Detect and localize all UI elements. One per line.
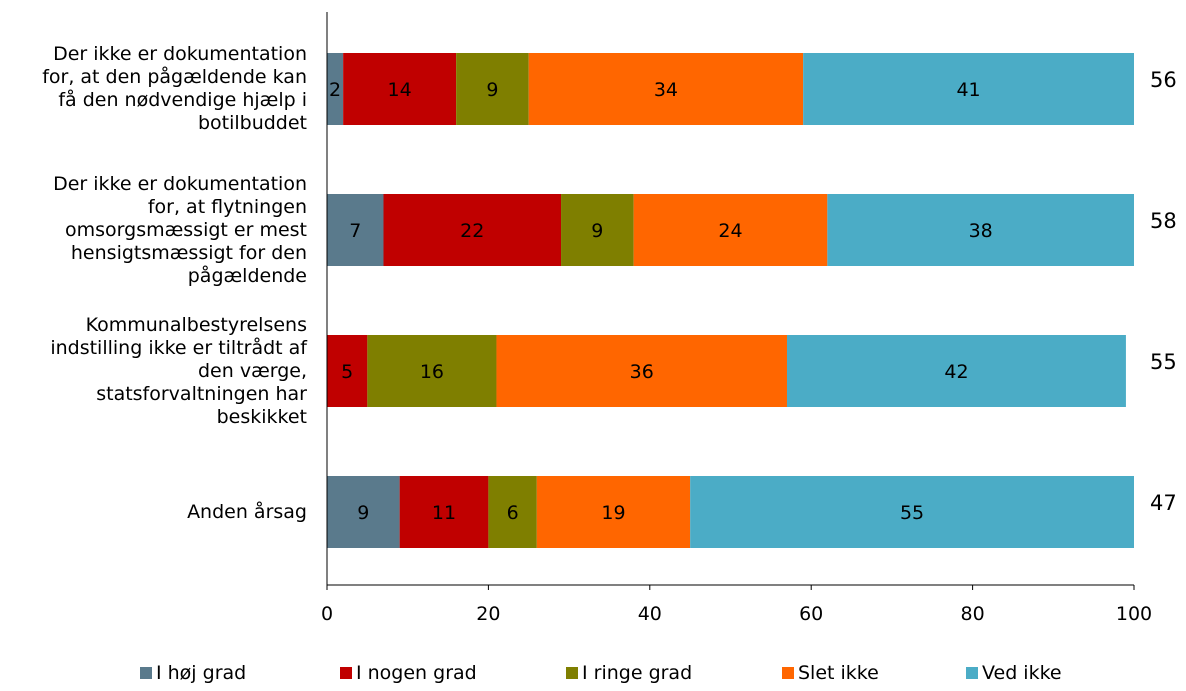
data-label: 7 <box>349 220 361 242</box>
legend-label: I ringe grad <box>582 662 693 684</box>
legend-swatch <box>566 667 578 679</box>
data-label: 11 <box>432 502 456 524</box>
data-label: 55 <box>900 502 924 524</box>
bar-segment <box>827 194 1134 266</box>
data-label: 5 <box>341 361 353 383</box>
category-label: Der ikke er dokumentation for, at den påg… <box>42 43 307 134</box>
legend-item: I nogen grad <box>340 660 477 686</box>
legend-swatch <box>966 667 978 679</box>
data-label: 16 <box>420 361 444 383</box>
x-tick-label: 20 <box>476 603 500 625</box>
bar-segment <box>343 53 457 125</box>
bar-segment <box>399 476 489 548</box>
legend-label: I høj grad <box>156 662 247 684</box>
x-tick-label: 60 <box>799 603 823 625</box>
bar-segment <box>327 476 400 548</box>
category-label: Anden årsag <box>187 500 307 523</box>
bar-segment <box>528 53 804 125</box>
data-label: 38 <box>969 220 993 242</box>
legend-label: Slet ikke <box>798 662 879 684</box>
x-tick-label: 100 <box>1116 603 1152 625</box>
bar-segment <box>456 53 529 125</box>
data-label: 14 <box>388 79 412 101</box>
n-value-label: 47 <box>1150 491 1177 515</box>
legend-label: I nogen grad <box>356 662 477 684</box>
legend-item: Slet ikke <box>782 660 879 686</box>
n-value-label: 56 <box>1150 68 1177 92</box>
bar-segment <box>786 335 1126 407</box>
bar-segment <box>367 335 497 407</box>
category-label: Der ikke er dokumentation for, at flytnin… <box>53 172 307 287</box>
x-tick-label: 40 <box>638 603 662 625</box>
bar-segment <box>327 194 384 266</box>
bar-segment <box>383 194 562 266</box>
data-label: 41 <box>956 79 980 101</box>
data-label: 19 <box>601 502 625 524</box>
bar-segment <box>690 476 1134 548</box>
data-label: 9 <box>486 79 498 101</box>
data-label: 34 <box>654 79 678 101</box>
x-tick-label: 0 <box>321 603 333 625</box>
legend-item: Ved ikke <box>966 660 1062 686</box>
category-label: Kommunalbestyrelsens indstilling ikke er … <box>50 313 307 428</box>
n-value-label: 58 <box>1150 209 1177 233</box>
bars-layer: 2 14 9 34 41 7 22 9 24 38 5 16 36 42 9 11 6 19 55 <box>327 53 1134 548</box>
bar-segment <box>536 476 691 548</box>
bar-segment <box>496 335 787 407</box>
bar-segment <box>488 476 537 548</box>
bar-segment <box>803 53 1134 125</box>
n-value-label: 55 <box>1150 350 1177 374</box>
data-label: 2 <box>329 79 341 101</box>
x-tick-label: 80 <box>961 603 985 625</box>
stacked-bar-chart: 2 14 9 34 41 7 22 9 24 38 5 16 36 42 9 11 6 19 55 0 20 40 60 8… <box>321 12 1152 625</box>
bar-segment <box>633 194 828 266</box>
bar-segment <box>327 53 344 125</box>
data-label: 36 <box>630 361 654 383</box>
legend-label: Ved ikke <box>982 662 1062 684</box>
data-label: 42 <box>944 361 968 383</box>
legend-swatch <box>140 667 152 679</box>
legend: I høj grad I nogen grad I ringe grad Slet i… <box>0 660 1186 690</box>
legend-swatch <box>782 667 794 679</box>
data-label: 6 <box>507 502 519 524</box>
bar-segment <box>561 194 634 266</box>
data-label: 24 <box>718 220 742 242</box>
axes-layer: 0 20 40 60 80 100 <box>321 12 1152 625</box>
legend-item: I høj grad <box>140 660 246 686</box>
data-label: 9 <box>357 502 369 524</box>
legend-swatch <box>340 667 352 679</box>
bar-segment <box>327 335 368 407</box>
data-label: 22 <box>460 220 484 242</box>
data-label: 9 <box>591 220 603 242</box>
legend-item: I ringe grad <box>566 660 692 686</box>
